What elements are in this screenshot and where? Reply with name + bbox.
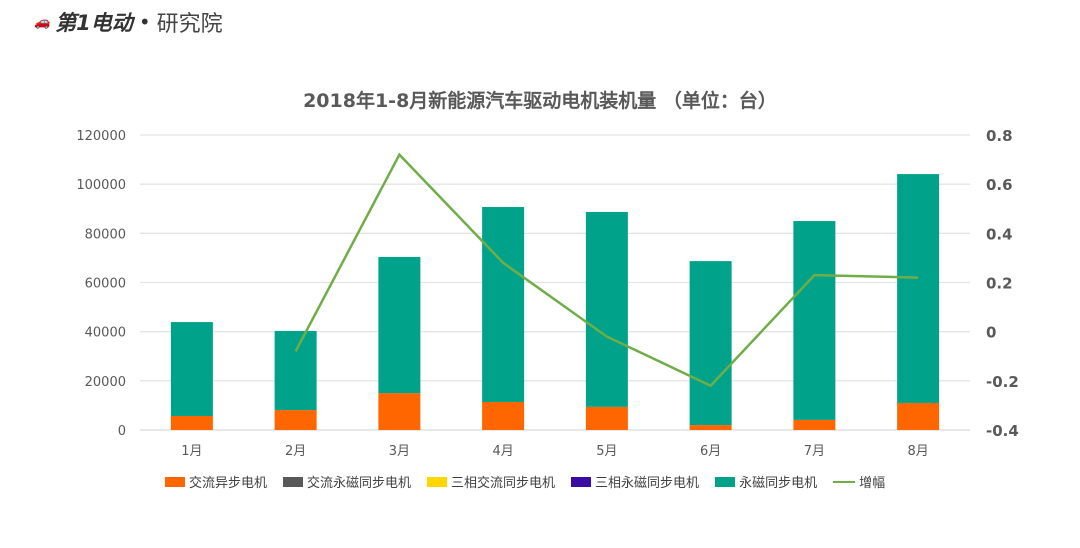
y-left-tick-label: 80000 bbox=[85, 227, 126, 242]
y-right-tick-label: 0.8 bbox=[986, 127, 1013, 145]
y-right-tick-label: 0.4 bbox=[986, 225, 1013, 243]
bar-交流异步电机 bbox=[897, 402, 940, 430]
legend-swatch bbox=[165, 476, 185, 487]
legend-label: 交流异步电机 bbox=[189, 476, 268, 491]
x-tick-label: 4月 bbox=[492, 444, 513, 459]
legend-label: 永磁同步电机 bbox=[739, 476, 818, 491]
bar-交流异步电机 bbox=[274, 410, 317, 430]
logo-brand: 第1电动 bbox=[55, 11, 133, 35]
bar-交流异步电机 bbox=[689, 425, 732, 430]
y-left-tick-label: 120000 bbox=[76, 129, 126, 144]
legend-item: 增幅 bbox=[833, 472, 885, 491]
bar-永磁同步电机 bbox=[689, 261, 732, 426]
bar-永磁同步电机 bbox=[482, 207, 525, 402]
x-tick-label: 6月 bbox=[700, 444, 721, 459]
legend-swatch bbox=[427, 476, 448, 487]
legend-item: 永磁同步电机 bbox=[715, 472, 817, 491]
legend-item: 交流异步电机 bbox=[165, 472, 267, 491]
logo: 🚗 第1电动 • 研究院 bbox=[34, 6, 223, 38]
x-tick-label: 5月 bbox=[596, 444, 617, 459]
bar-交流异步电机 bbox=[585, 406, 628, 430]
legend-swatch bbox=[715, 476, 736, 487]
y-right-tick-label: 0 bbox=[986, 324, 996, 342]
y-right-tick-label: -0.2 bbox=[986, 373, 1019, 391]
y-right-tick-label: 0.6 bbox=[986, 176, 1013, 194]
bar-永磁同步电机 bbox=[378, 256, 421, 394]
x-tick-label: 1月 bbox=[181, 444, 202, 459]
legend-swatch bbox=[283, 476, 304, 487]
x-tick-label: 7月 bbox=[804, 444, 825, 459]
y-right-tick-label: 0.2 bbox=[986, 275, 1013, 293]
legend-item: 交流永磁同步电机 bbox=[283, 472, 411, 491]
bar-交流异步电机 bbox=[170, 415, 213, 430]
x-tick-label: 2月 bbox=[285, 444, 306, 459]
bar-永磁同步电机 bbox=[274, 330, 317, 411]
bar-永磁同步电机 bbox=[585, 211, 628, 407]
bar-交流异步电机 bbox=[378, 393, 421, 430]
bar-永磁同步电机 bbox=[170, 322, 213, 416]
bar-永磁同步电机 bbox=[897, 174, 940, 403]
legend-line-swatch bbox=[833, 480, 856, 483]
y-left-tick-label: 100000 bbox=[76, 178, 126, 193]
line-series-增幅 bbox=[294, 152, 919, 388]
logo-institute: 研究院 bbox=[156, 12, 223, 37]
legend-swatch bbox=[571, 476, 592, 487]
legend-label: 交流永磁同步电机 bbox=[307, 476, 412, 491]
y-left-tick-label: 40000 bbox=[85, 326, 126, 341]
legend-item: 三相交流同步电机 bbox=[427, 472, 555, 491]
chart-title: 2018年1-8月新能源汽车驱动电机装机量 （单位：台） bbox=[303, 90, 777, 112]
logo-dot: • bbox=[138, 10, 151, 34]
logo-car-icon: 🚗 bbox=[34, 14, 50, 30]
y-right-tick-label: -0.4 bbox=[986, 422, 1019, 440]
legend-label: 增幅 bbox=[859, 476, 886, 491]
x-tick-label: 8月 bbox=[907, 444, 928, 459]
bar-交流异步电机 bbox=[482, 401, 525, 430]
legend-item: 三相永磁同步电机 bbox=[571, 472, 699, 491]
legend-label: 三相交流同步电机 bbox=[451, 476, 556, 491]
legend-label: 三相永磁同步电机 bbox=[595, 476, 700, 491]
bar-交流异步电机 bbox=[793, 419, 836, 430]
y-left-tick-label: 60000 bbox=[85, 277, 126, 292]
bar-永磁同步电机 bbox=[793, 221, 836, 420]
y-left-tick-label: 20000 bbox=[85, 375, 126, 390]
x-tick-label: 3月 bbox=[389, 444, 410, 459]
chart-legend: 交流异步电机 交流永磁同步电机 三相交流同步电机 三相永磁同步电机 永磁同步电机 增幅 bbox=[165, 472, 885, 491]
y-left-tick-label: 0 bbox=[118, 424, 126, 439]
